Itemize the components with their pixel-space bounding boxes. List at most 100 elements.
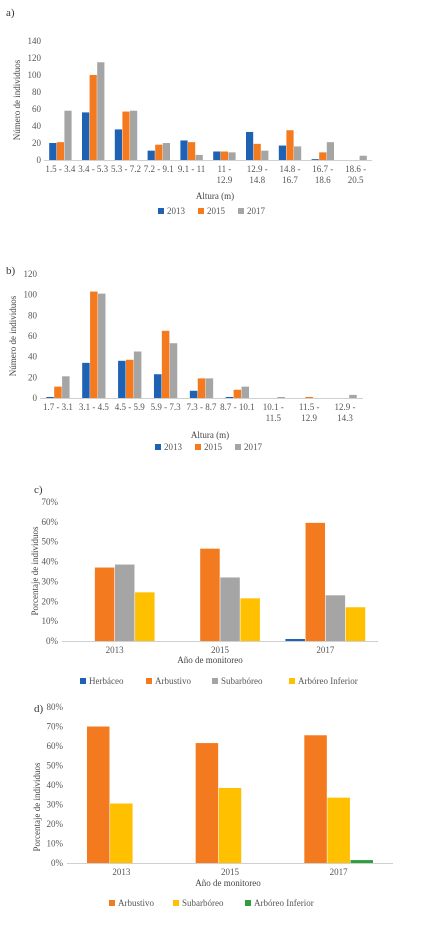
bar-Subarbóreo-2015 — [218, 787, 242, 863]
y-tick-label: 70% — [42, 497, 59, 507]
y-tick-label: 0% — [46, 636, 59, 646]
bar-2015-8.7 - 10.1 — [233, 389, 242, 398]
panel-label: a) — [6, 7, 15, 19]
bar-Arbustivo-2017 — [305, 522, 326, 641]
bar-2017-3.1 - 4.5 — [97, 293, 106, 398]
legend-swatch-Arbóreo Inferior — [245, 900, 251, 906]
x-tick-labels: 2013 2015 2017 — [106, 645, 335, 655]
bar-2013-5.3 - 7.2 — [114, 129, 122, 160]
x-tick-label-line2: 16.7 — [282, 175, 298, 185]
bar-2017-1.5 - 3.4 — [64, 110, 72, 160]
y-tick-label: 20 — [28, 372, 38, 382]
y-axis-label: Número de individuos — [12, 59, 22, 140]
y-axis-label: Porcentaje de individuos — [32, 762, 42, 851]
bar-2015-1.5 - 3.4 — [56, 142, 64, 160]
legend-label-2017: 2017 — [247, 206, 266, 216]
chart-panel-b: b) Número de individuos 0 20 40 60 80 100 120 … — [0, 264, 429, 470]
bar-2017-12.9 - 14.3 — [349, 394, 357, 398]
panel-label: b) — [6, 265, 16, 277]
chart-panel-d: d) Porcentaje de individuos 0% 10% 20% 30% 4… — [0, 697, 429, 929]
bar-Subarbóreo-2013 — [110, 803, 133, 863]
bar-2015-7.3 - 8.7 — [197, 378, 206, 398]
bar-2017-3.4 - 5.3 — [97, 62, 105, 160]
x-tick-label: 2013 — [112, 867, 131, 877]
y-tick-label: 100 — [28, 70, 42, 80]
bar-2015-3.4 - 5.3 — [89, 75, 97, 160]
legend-label-Arbóreo Inferior: Arbóreo Inferior — [298, 676, 358, 686]
y-tick-label: 60 — [28, 331, 38, 341]
bar-Subarbóreo-2013 — [114, 564, 135, 641]
y-tick-label: 70% — [47, 722, 64, 732]
x-tick-labels: 1.5 - 3.4 3.4 - 5.3 5.3 - 7.2 7.2 - 9.1 9.1 … — [45, 164, 366, 185]
bar-2017-16.7 - 18.6 — [326, 142, 334, 160]
bars — [44, 62, 372, 161]
y-tick-label: 50% — [42, 537, 59, 547]
x-axis-label: Año de monitoreo — [177, 655, 243, 665]
panel-label: d) — [34, 703, 44, 715]
bar-2017-11 - 12.9 — [228, 152, 236, 160]
y-tick-label: 0% — [51, 858, 64, 868]
legend-label-Arbustivo: Arbustivo — [118, 898, 155, 908]
bar-Arbustivo-2015 — [195, 743, 219, 863]
y-tick-label: 50% — [47, 761, 64, 771]
legend: Arbustivo Subarbóreo Arbóreo Inferior — [109, 898, 314, 908]
legend-swatch-2013 — [155, 444, 161, 450]
y-tick-label: 120 — [28, 53, 42, 63]
y-tick-label: 60% — [42, 517, 59, 527]
y-tick-label: 0 — [37, 155, 42, 165]
bar-2015-12.9 - 14.8 — [253, 143, 261, 160]
legend-swatch-2013 — [158, 208, 164, 214]
x-tick-label-line2: 12.9 — [217, 175, 233, 185]
bar-2017-4.5 - 5.9 — [133, 351, 142, 398]
x-tick-label: 2015 — [221, 867, 240, 877]
bar-2017-5.9 - 7.3 — [169, 343, 178, 398]
legend-swatch-Arbustivo — [109, 900, 115, 906]
legend-swatch-Arbustivo — [146, 678, 152, 684]
legend-label-Subarbóreo: Subarbóreo — [221, 676, 263, 686]
bar-2013-8.7 - 10.1 — [225, 396, 234, 398]
y-tick-label: 140 — [28, 36, 42, 46]
x-tick-label-line2: 12.9 — [301, 413, 317, 423]
bar-2015-5.3 - 7.2 — [122, 111, 130, 160]
bar-2013-7.3 - 8.7 — [189, 390, 198, 398]
legend-swatch-Subarbóreo — [212, 678, 218, 684]
x-tick-label: 9.1 - 11 — [178, 164, 205, 174]
bar-2015-1.7 - 3.1 — [54, 386, 62, 398]
y-tick-label: 80 — [32, 87, 42, 97]
x-axis-label: Año de monitoreo — [195, 878, 261, 888]
legend-label-Arbóreo Inferior: Arbóreo Inferior — [254, 898, 314, 908]
bar-2017-8.7 - 10.1 — [241, 386, 250, 398]
bar-2017-7.3 - 8.7 — [205, 378, 214, 398]
x-tick-label: 2017 — [330, 867, 349, 877]
bar-Arbóreo Inferior-2015 — [240, 598, 260, 641]
chart-d-svg: d) Porcentaje de individuos 0% 10% 20% 30% 4… — [32, 702, 393, 908]
y-tick-label: 60 — [32, 104, 42, 114]
legend-label-2013: 2013 — [167, 206, 186, 216]
x-tick-label: 12.9 - — [247, 164, 268, 174]
legend-swatch-Subarbóreo — [173, 900, 179, 906]
x-tick-label: 2013 — [106, 645, 125, 655]
y-tick-labels: 0 20 40 60 80 100 120 — [24, 269, 38, 403]
bar-Subarbóreo-2017 — [327, 797, 350, 863]
bar-Arbóreo Inferior-2017 — [345, 607, 366, 641]
legend: 2013 2015 2017 — [155, 442, 263, 452]
x-tick-label: 2017 — [316, 645, 335, 655]
bar-2013-7.2 - 9.1 — [147, 150, 155, 160]
bar-2013-14.8 - 16.7 — [278, 145, 286, 160]
x-tick-label: 10.1 - — [263, 402, 284, 412]
x-tick-label: 16.7 - — [312, 164, 333, 174]
y-tick-label: 100 — [24, 290, 38, 300]
bar-2013-1.5 - 3.4 — [49, 143, 57, 160]
x-tick-label: 5.3 - 7.2 — [111, 164, 141, 174]
legend-label-2013: 2013 — [164, 442, 183, 452]
bar-2017-18.6 - 20.5 — [359, 155, 367, 160]
x-axis-label: Altura (m) — [191, 430, 229, 440]
bar-2017-12.9 - 14.8 — [261, 150, 269, 160]
bar-2013-9.1 - 11 — [180, 140, 188, 160]
y-tick-label: 40% — [47, 780, 64, 790]
bar-2017-7.2 - 9.1 — [162, 143, 170, 160]
bar-2015-14.8 - 16.7 — [286, 130, 294, 160]
bar-2015-16.7 - 18.6 — [319, 152, 327, 160]
x-tick-label-line2: 14.8 — [249, 175, 265, 185]
x-tick-label: 1.5 - 3.4 — [45, 164, 75, 174]
